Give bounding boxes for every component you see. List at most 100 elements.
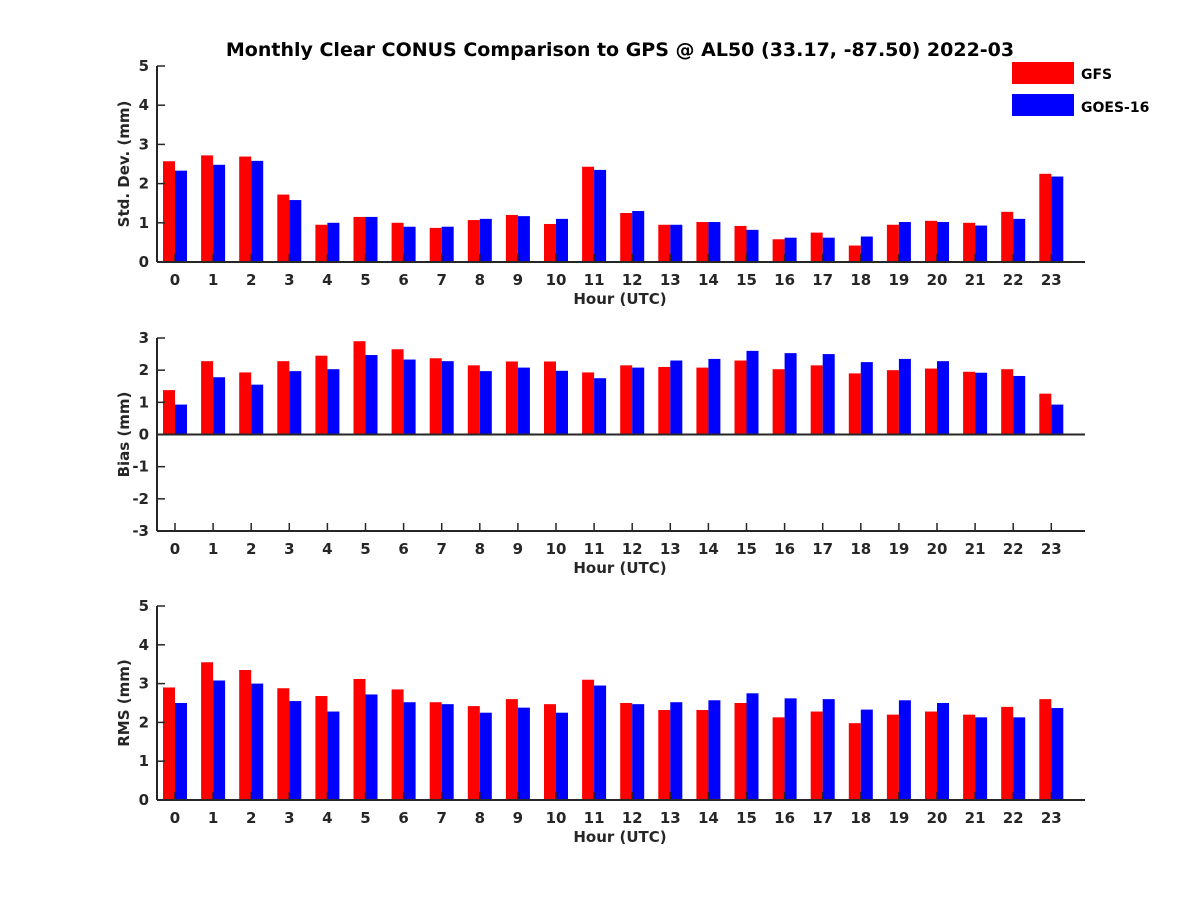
rms-x-tick-label: 5	[360, 809, 370, 827]
bias-x-tick-label: 9	[513, 540, 523, 558]
bias-bar-goes16-12	[632, 367, 645, 435]
std-dev-x-tick-label: 21	[965, 271, 986, 289]
std-dev-x-tick-label: 9	[513, 271, 523, 289]
rms-x-tick-label: 0	[170, 809, 180, 827]
std-dev-bar-gfs-5	[353, 216, 366, 262]
std-dev-bar-goes16-12	[632, 211, 645, 262]
rms-bar-gfs-22	[1001, 706, 1014, 800]
bias-bar-gfs-23	[1039, 393, 1052, 435]
rms-bar-goes16-5	[365, 694, 378, 800]
rms-y-tick-label: 3	[139, 675, 149, 693]
rms-bar-goes16-14	[708, 700, 721, 800]
std-dev-bar-goes16-8	[479, 218, 492, 262]
rms-bar-gfs-13	[658, 709, 671, 800]
std-dev-bar-gfs-10	[544, 223, 556, 262]
rms-bar-gfs-17	[810, 711, 823, 800]
rms-bar-gfs-9	[505, 699, 518, 800]
std-dev-x-tick-label: 5	[360, 271, 370, 289]
rms-bar-gfs-18	[848, 723, 861, 800]
rms-y-tick-label: 5	[139, 597, 149, 615]
bias-x-tick-label: 15	[736, 540, 757, 558]
std-dev-x-tick-label: 23	[1041, 271, 1062, 289]
std-dev-x-tick-label: 8	[475, 271, 485, 289]
bias-x-tick-label: 18	[850, 540, 871, 558]
std-dev-x-tick-label: 13	[660, 271, 681, 289]
rms-bar-gfs-19	[886, 714, 899, 800]
rms-bar-gfs-15	[734, 703, 747, 800]
std-dev-bar-goes16-0	[175, 170, 187, 262]
bias-x-tick-label: 8	[475, 540, 485, 558]
rms-bar-goes16-1	[213, 680, 226, 800]
rms-bar-goes16-22	[1013, 717, 1026, 800]
bias-bar-goes16-22	[1013, 375, 1026, 435]
rms-bar-goes16-9	[517, 707, 530, 800]
bias-bar-gfs-16	[772, 369, 785, 435]
rms-bar-gfs-5	[353, 678, 366, 800]
legend-label-goes16: GOES-16	[1081, 100, 1149, 116]
rms-x-label: Hour (UTC)	[573, 828, 666, 846]
bias-bar-goes16-21	[975, 372, 988, 435]
std-dev-y-tick-label: 4	[139, 96, 149, 114]
std-dev-bar-gfs-13	[658, 224, 671, 262]
rms-bar-gfs-14	[696, 709, 709, 800]
bias-x-tick-label: 14	[698, 540, 719, 558]
bias-bar-goes16-15	[746, 350, 759, 435]
rms-bar-goes16-8	[479, 712, 492, 800]
bias-x-tick-label: 1	[208, 540, 218, 558]
std-dev-bar-gfs-19	[886, 224, 899, 262]
std-dev-x-label: Hour (UTC)	[573, 290, 666, 308]
std-dev-x-tick-label: 4	[322, 271, 332, 289]
rms-x-tick-label: 11	[584, 809, 605, 827]
std-dev-bar-gfs-11	[582, 166, 595, 262]
rms-bar-goes16-18	[860, 709, 873, 800]
std-dev-bar-gfs-7	[429, 227, 442, 262]
rms-bar-goes16-12	[632, 704, 645, 800]
std-dev-bar-gfs-21	[963, 222, 976, 262]
std-dev-bar-gfs-3	[277, 194, 290, 262]
rms-bar-goes16-13	[670, 702, 683, 800]
bias-x-label: Hour (UTC)	[573, 559, 666, 577]
rms-bar-gfs-0	[163, 687, 175, 800]
bias-bar-gfs-22	[1001, 369, 1014, 435]
bias-x-tick-label: 10	[546, 540, 567, 558]
std-dev-bar-gfs-6	[391, 222, 404, 262]
rms-bar-gfs-6	[391, 689, 404, 800]
rms-x-tick-label: 15	[736, 809, 757, 827]
bias-x-tick-label: 16	[774, 540, 795, 558]
bias-x-tick-label: 4	[322, 540, 332, 558]
bias-bar-goes16-8	[479, 371, 492, 435]
bias-bar-gfs-13	[658, 366, 671, 435]
std-dev-x-tick-label: 20	[927, 271, 948, 289]
rms-bar-goes16-0	[175, 703, 187, 800]
bias-bar-goes16-13	[670, 360, 683, 435]
rms-x-tick-label: 6	[398, 809, 408, 827]
bias-bar-gfs-14	[696, 367, 709, 435]
bias-x-tick-label: 19	[888, 540, 909, 558]
bias-bar-gfs-17	[810, 365, 823, 435]
bias-y-label: Bias (mm)	[115, 392, 133, 478]
rms-y-label: RMS (mm)	[115, 659, 133, 746]
std-dev-bar-gfs-16	[772, 239, 785, 262]
rms-x-tick-label: 23	[1041, 809, 1062, 827]
rms-y-tick-label: 1	[139, 752, 149, 770]
std-dev-y-tick-label: 5	[139, 57, 149, 75]
rms-bar-gfs-16	[772, 717, 785, 800]
std-dev-bar-goes16-16	[784, 237, 797, 262]
std-dev-bar-gfs-17	[810, 232, 823, 262]
rms-bar-goes16-16	[784, 698, 797, 800]
bias-bar-gfs-21	[963, 371, 976, 435]
std-dev-x-tick-label: 10	[546, 271, 567, 289]
rms-bar-gfs-3	[277, 688, 290, 800]
rms-bar-gfs-10	[544, 704, 556, 800]
std-dev-bar-gfs-1	[201, 155, 214, 262]
std-dev-bar-goes16-2	[251, 160, 264, 262]
std-dev-bar-goes16-5	[365, 216, 378, 262]
rms-bar-gfs-2	[239, 670, 252, 800]
chart-title: Monthly Clear CONUS Comparison to GPS @ …	[226, 39, 1014, 61]
rms-x-tick-label: 13	[660, 809, 681, 827]
bias-x-tick-label: 3	[284, 540, 294, 558]
std-dev-y-label: Std. Dev. (mm)	[115, 101, 133, 228]
rms-bar-goes16-11	[594, 685, 607, 800]
